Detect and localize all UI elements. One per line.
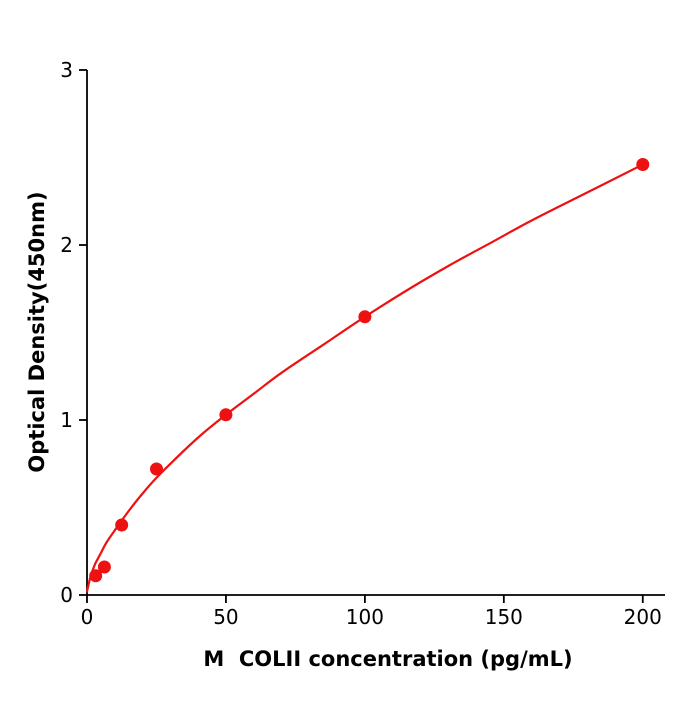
y-tick-label: 1 (60, 408, 73, 432)
data-point (150, 462, 163, 476)
data-point (636, 158, 650, 171)
data-point (219, 408, 233, 422)
data-point (358, 310, 372, 324)
data-point (97, 560, 111, 574)
y-tick-label: 2 (60, 233, 73, 257)
y-tick-label: 0 (60, 583, 73, 607)
data-point (115, 518, 129, 532)
x-tick-label: 150 (485, 605, 523, 629)
x-tick-label: 200 (624, 605, 662, 629)
x-axis-title: M COLII concentration (pg/mL) (203, 647, 572, 671)
y-axis-title: Optical Density(450nm) (25, 191, 49, 472)
data-point (89, 569, 103, 583)
plot-area: 0 50 100 150 200 0 1 2 3 (60, 58, 665, 629)
x-tick-label: 0 (81, 605, 94, 629)
x-tick-label: 100 (346, 605, 384, 629)
y-tick-label: 3 (60, 58, 73, 82)
x-tick-label: 50 (213, 605, 238, 629)
fit-curve (85, 163, 644, 593)
